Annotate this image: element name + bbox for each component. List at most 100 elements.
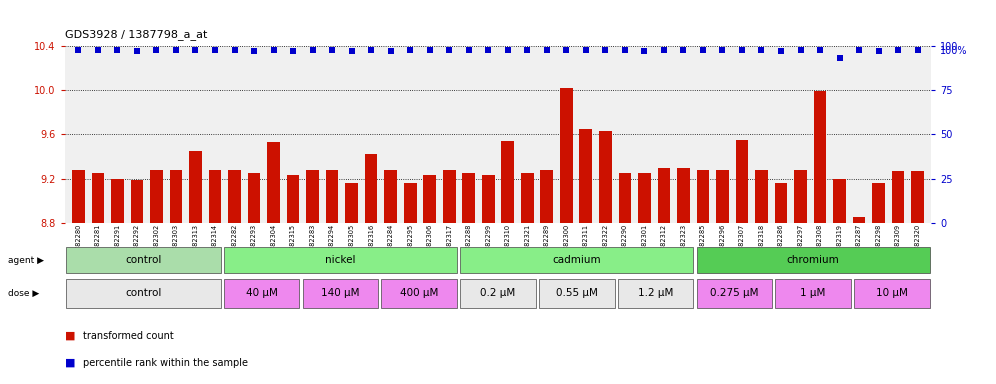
Bar <box>619 173 631 223</box>
Bar <box>384 170 397 223</box>
Bar <box>460 247 693 273</box>
Point <box>559 46 575 53</box>
Point <box>832 55 848 61</box>
Bar <box>891 171 904 223</box>
Text: 140 μM: 140 μM <box>321 288 360 298</box>
Bar <box>150 170 162 223</box>
Text: 1 μM: 1 μM <box>801 288 826 298</box>
Bar <box>539 279 615 308</box>
Bar <box>423 175 436 223</box>
Point <box>519 46 535 53</box>
Text: control: control <box>125 288 161 298</box>
Bar <box>541 170 553 223</box>
Point <box>714 46 730 53</box>
Bar <box>794 170 807 223</box>
Bar <box>346 183 358 223</box>
Text: GDS3928 / 1387798_a_at: GDS3928 / 1387798_a_at <box>65 30 207 40</box>
Text: control: control <box>125 255 161 265</box>
Bar <box>521 173 534 223</box>
Bar <box>130 180 143 223</box>
Bar <box>677 167 690 223</box>
Bar <box>736 140 748 223</box>
Text: agent ▶: agent ▶ <box>8 256 44 265</box>
Bar <box>209 170 221 223</box>
Point <box>305 46 321 53</box>
Point <box>598 46 614 53</box>
Bar <box>169 170 182 223</box>
Bar <box>306 170 319 223</box>
Bar <box>443 170 455 223</box>
Bar <box>853 217 866 223</box>
Text: dose ▶: dose ▶ <box>8 289 39 298</box>
Bar <box>112 179 124 223</box>
Text: ■: ■ <box>65 358 76 368</box>
Text: 400 μM: 400 μM <box>400 288 438 298</box>
Point <box>890 46 906 53</box>
Bar <box>775 279 851 308</box>
Point <box>461 46 477 53</box>
Point <box>71 46 87 53</box>
Point <box>187 46 203 53</box>
Point <box>773 48 789 55</box>
Point <box>402 46 418 53</box>
Point <box>226 46 242 53</box>
Text: 100%: 100% <box>940 46 967 56</box>
Text: percentile rank within the sample: percentile rank within the sample <box>83 358 248 368</box>
Text: 40 μM: 40 μM <box>246 288 278 298</box>
Point <box>754 46 770 53</box>
Point <box>148 46 164 53</box>
Bar <box>303 279 378 308</box>
Text: 10 μM: 10 μM <box>875 288 907 298</box>
Bar <box>599 131 612 223</box>
Point <box>266 46 282 53</box>
Point <box>168 46 184 53</box>
Point <box>812 46 828 53</box>
Bar <box>248 173 260 223</box>
Bar <box>381 279 457 308</box>
Bar <box>834 179 846 223</box>
Point <box>617 46 632 53</box>
Point <box>909 46 925 53</box>
Bar <box>224 247 457 273</box>
Point <box>539 46 555 53</box>
Point <box>364 46 379 53</box>
Point <box>110 46 125 53</box>
Bar <box>67 247 221 273</box>
Point <box>382 48 398 55</box>
Bar <box>287 175 300 223</box>
Bar <box>814 91 827 223</box>
Point <box>636 48 652 55</box>
Bar <box>365 154 377 223</box>
Bar <box>696 170 709 223</box>
Bar <box>462 173 475 223</box>
Bar <box>92 173 105 223</box>
Text: ■: ■ <box>65 331 76 341</box>
Text: nickel: nickel <box>326 255 356 265</box>
Text: 0.275 μM: 0.275 μM <box>710 288 759 298</box>
Bar <box>560 88 573 223</box>
Text: transformed count: transformed count <box>83 331 173 341</box>
Bar <box>460 279 536 308</box>
Point <box>578 46 594 53</box>
Bar <box>696 247 929 273</box>
Point <box>285 48 301 55</box>
Point <box>793 46 809 53</box>
Bar <box>224 279 300 308</box>
Point <box>207 46 223 53</box>
Text: 0.2 μM: 0.2 μM <box>480 288 516 298</box>
Bar <box>657 167 670 223</box>
Bar <box>482 175 495 223</box>
Bar <box>72 170 85 223</box>
Point <box>128 48 145 55</box>
Point <box>656 46 672 53</box>
Point <box>500 46 516 53</box>
Point <box>344 48 360 55</box>
Point <box>675 46 691 53</box>
Point <box>246 48 262 55</box>
Text: chromium: chromium <box>787 255 840 265</box>
Bar <box>228 170 241 223</box>
Bar <box>696 279 772 308</box>
Bar <box>501 141 514 223</box>
Point <box>90 46 106 53</box>
Bar <box>775 183 787 223</box>
